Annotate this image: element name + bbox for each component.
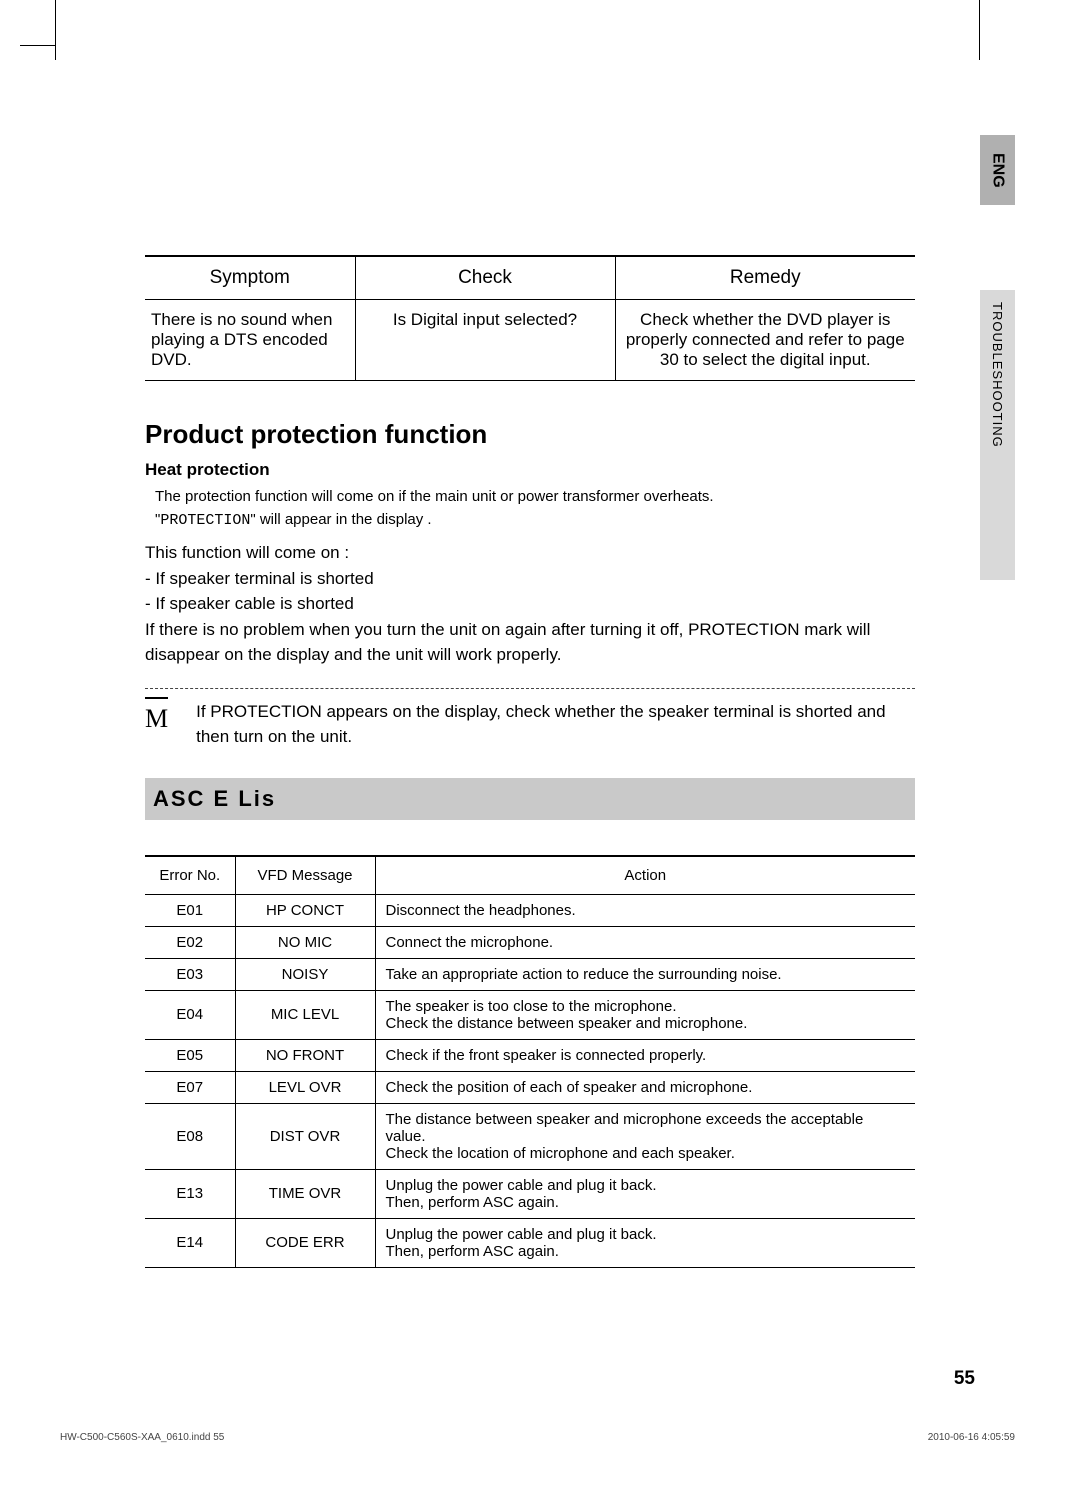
th-remedy: Remedy <box>615 256 915 300</box>
text-line: - If speaker terminal is shorted <box>145 566 915 592</box>
text-line: "PROTECTION" will appear in the display … <box>155 509 915 533</box>
page-body: Symptom Check Remedy There is no sound w… <box>145 255 915 1268</box>
cell-vfd: MIC LEVL <box>235 990 375 1039</box>
display-text: PROTECTION <box>160 512 250 529</box>
cell-vfd: NO MIC <box>235 926 375 958</box>
footer-timestamp: 2010-06-16 4:05:59 <box>928 1432 1015 1443</box>
cell-action: Disconnect the headphones. <box>375 894 915 926</box>
cell-symptom: There is no sound when playing a DTS enc… <box>145 300 355 381</box>
cell-action: Take an appropriate action to reduce the… <box>375 958 915 990</box>
table-row: E02NO MICConnect the microphone. <box>145 926 915 958</box>
asc-error-table: Error No. VFD Message Action E01HP CONCT… <box>145 855 915 1268</box>
cell-vfd: CODE ERR <box>235 1218 375 1267</box>
section-band-asc: ASC E Lis <box>145 778 915 820</box>
text-line: - If speaker cable is shorted <box>145 591 915 617</box>
cell-check: Is Digital input selected? <box>355 300 615 381</box>
cell-errno: E07 <box>145 1071 235 1103</box>
th-action: Action <box>375 856 915 895</box>
heading-product-protection: Product protection function <box>145 419 915 450</box>
cell-action: Unplug the power cable and plug it back.… <box>375 1169 915 1218</box>
cell-vfd: LEVL OVR <box>235 1071 375 1103</box>
text-line: This function will come on : <box>145 540 915 566</box>
cell-vfd: NO FRONT <box>235 1039 375 1071</box>
note: M If PROTECTION appears on the display, … <box>145 699 915 750</box>
language-tab: ENG <box>980 135 1015 205</box>
th-check: Check <box>355 256 615 300</box>
cell-vfd: DIST OVR <box>235 1103 375 1169</box>
cell-remedy: Check whether the DVD player is properly… <box>615 300 915 381</box>
cell-errno: E14 <box>145 1218 235 1267</box>
table-row: E13TIME OVRUnplug the power cable and pl… <box>145 1169 915 1218</box>
table-row: E08DIST OVRThe distance between speaker … <box>145 1103 915 1169</box>
table-header-row: Symptom Check Remedy <box>145 256 915 300</box>
cell-errno: E05 <box>145 1039 235 1071</box>
symptom-table: Symptom Check Remedy There is no sound w… <box>145 255 915 381</box>
note-text: If PROTECTION appears on the display, ch… <box>196 699 915 750</box>
table-header-row: Error No. VFD Message Action <box>145 856 915 895</box>
cell-errno: E02 <box>145 926 235 958</box>
cell-errno: E13 <box>145 1169 235 1218</box>
divider <box>145 688 915 689</box>
quote-suffix: " will appear in the display . <box>250 511 431 528</box>
text-line: If there is no problem when you turn the… <box>145 617 915 668</box>
cell-action: Unplug the power cable and plug it back.… <box>375 1218 915 1267</box>
note-icon: M <box>145 699 168 738</box>
th-symptom: Symptom <box>145 256 355 300</box>
th-errno: Error No. <box>145 856 235 895</box>
cell-action: Connect the microphone. <box>375 926 915 958</box>
cell-errno: E04 <box>145 990 235 1039</box>
cell-errno: E03 <box>145 958 235 990</box>
section-tab: TROUBLESHOOTING <box>980 290 1015 580</box>
heading-heat-protection: Heat protection <box>145 460 915 480</box>
cell-action: Check the position of each of speaker an… <box>375 1071 915 1103</box>
text-line: The protection function will come on if … <box>155 486 915 509</box>
cell-action: The speaker is too close to the micropho… <box>375 990 915 1039</box>
crop-mark <box>979 0 980 60</box>
footer-filename: HW-C500-C560S-XAA_0610.indd 55 <box>60 1432 224 1443</box>
crop-mark <box>55 0 56 60</box>
table-row: E03NOISYTake an appropriate action to re… <box>145 958 915 990</box>
table-row: E04MIC LEVLThe speaker is too close to t… <box>145 990 915 1039</box>
table-row: E14CODE ERRUnplug the power cable and pl… <box>145 1218 915 1267</box>
page-number: 55 <box>954 1368 975 1390</box>
cell-vfd: HP CONCT <box>235 894 375 926</box>
cell-action: Check if the front speaker is connected … <box>375 1039 915 1071</box>
cell-errno: E08 <box>145 1103 235 1169</box>
cell-action: The distance between speaker and microph… <box>375 1103 915 1169</box>
cell-vfd: TIME OVR <box>235 1169 375 1218</box>
table-row: E01HP CONCTDisconnect the headphones. <box>145 894 915 926</box>
cell-errno: E01 <box>145 894 235 926</box>
th-vfd: VFD Message <box>235 856 375 895</box>
table-row: E07LEVL OVRCheck the position of each of… <box>145 1071 915 1103</box>
crop-mark <box>20 45 55 46</box>
table-row: E05NO FRONTCheck if the front speaker is… <box>145 1039 915 1071</box>
table-row: There is no sound when playing a DTS enc… <box>145 300 915 381</box>
cell-vfd: NOISY <box>235 958 375 990</box>
